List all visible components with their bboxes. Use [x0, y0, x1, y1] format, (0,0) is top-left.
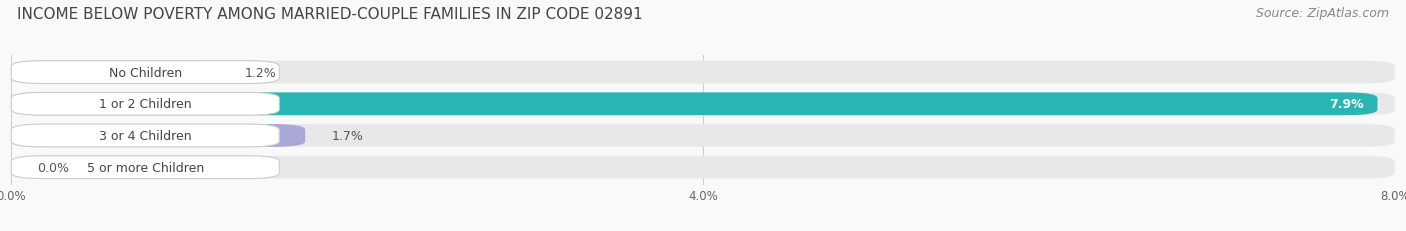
FancyBboxPatch shape: [11, 156, 280, 179]
FancyBboxPatch shape: [11, 61, 280, 84]
FancyBboxPatch shape: [11, 125, 280, 147]
Text: 3 or 4 Children: 3 or 4 Children: [98, 129, 191, 142]
FancyBboxPatch shape: [11, 93, 1378, 116]
Text: 5 or more Children: 5 or more Children: [87, 161, 204, 174]
FancyBboxPatch shape: [11, 61, 219, 84]
FancyBboxPatch shape: [11, 61, 1395, 84]
Text: Source: ZipAtlas.com: Source: ZipAtlas.com: [1256, 7, 1389, 20]
FancyBboxPatch shape: [11, 125, 1395, 147]
Text: 7.9%: 7.9%: [1329, 98, 1364, 111]
Text: 1 or 2 Children: 1 or 2 Children: [98, 98, 191, 111]
FancyBboxPatch shape: [11, 93, 1395, 116]
Text: 1.2%: 1.2%: [245, 66, 277, 79]
Text: No Children: No Children: [108, 66, 181, 79]
Text: INCOME BELOW POVERTY AMONG MARRIED-COUPLE FAMILIES IN ZIP CODE 02891: INCOME BELOW POVERTY AMONG MARRIED-COUPL…: [17, 7, 643, 22]
FancyBboxPatch shape: [11, 93, 280, 116]
Text: 1.7%: 1.7%: [332, 129, 363, 142]
Text: 0.0%: 0.0%: [37, 161, 69, 174]
FancyBboxPatch shape: [11, 125, 305, 147]
FancyBboxPatch shape: [11, 156, 1395, 179]
